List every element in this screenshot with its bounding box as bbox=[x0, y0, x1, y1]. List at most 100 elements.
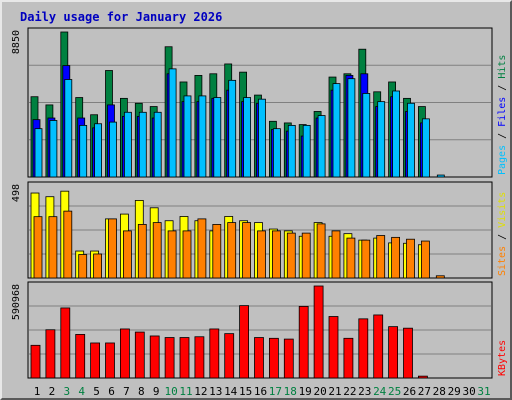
bar-kbytes-day-11 bbox=[179, 337, 190, 379]
bar-sites-day-25 bbox=[391, 236, 401, 279]
x-tick-day-19: 19 bbox=[299, 385, 312, 398]
x-tick-day-27: 27 bbox=[418, 385, 431, 398]
bar-kbytes-day-17 bbox=[268, 337, 279, 379]
bar-pages-day-14 bbox=[228, 79, 237, 178]
x-tick-day-2: 2 bbox=[49, 385, 56, 398]
x-tick-day-31: 31 bbox=[477, 385, 490, 398]
side-label-hits: Hits bbox=[497, 55, 508, 79]
bar-pages-day-18 bbox=[287, 124, 296, 178]
x-tick-day-23: 23 bbox=[358, 385, 371, 398]
bar-kbytes-day-20 bbox=[313, 285, 324, 379]
bar-sites-day-23 bbox=[361, 239, 371, 279]
bar-sites-day-12 bbox=[197, 218, 207, 279]
bar-sites-day-1 bbox=[33, 216, 43, 279]
x-tick-day-5: 5 bbox=[93, 385, 100, 398]
side-label-files: Files bbox=[497, 97, 508, 127]
side-label-kbytes: KBytes bbox=[497, 340, 508, 376]
x-tick-day-12: 12 bbox=[194, 385, 207, 398]
bar-pages-day-25 bbox=[392, 90, 401, 178]
bar-kbytes-day-25 bbox=[388, 326, 399, 379]
side-labels-hits-files-pages: Pages / Files / Hits bbox=[497, 55, 508, 175]
x-tick-day-29: 29 bbox=[448, 385, 461, 398]
bar-kbytes-day-14 bbox=[224, 333, 235, 379]
x-tick-day-28: 28 bbox=[433, 385, 446, 398]
bar-pages-day-9 bbox=[153, 111, 162, 178]
x-tick-day-21: 21 bbox=[328, 385, 341, 398]
x-tick-day-26: 26 bbox=[403, 385, 416, 398]
bar-kbytes-day-16 bbox=[254, 337, 264, 379]
bar-sites-day-22 bbox=[346, 237, 356, 279]
bar-sites-day-18 bbox=[286, 232, 296, 279]
bar-kbytes-day-3 bbox=[60, 307, 71, 379]
bar-pages-day-6 bbox=[109, 121, 117, 178]
bar-kbytes-day-23 bbox=[358, 318, 369, 379]
bar-sites-day-9 bbox=[152, 222, 162, 279]
max-label-sites-visits: 498 bbox=[11, 184, 22, 202]
max-label-hits-files-pages: 8850 bbox=[11, 30, 22, 54]
x-tick-day-17: 17 bbox=[269, 385, 282, 398]
side-label-visits: Visits bbox=[497, 192, 508, 228]
bar-kbytes-day-7 bbox=[120, 328, 130, 379]
bar-sites-day-27 bbox=[420, 240, 430, 279]
bar-pages-day-7 bbox=[124, 111, 132, 178]
bar-kbytes-day-10 bbox=[164, 337, 175, 379]
bar-sites-day-21 bbox=[331, 230, 341, 279]
x-tick-day-6: 6 bbox=[108, 385, 115, 398]
bar-pages-day-16 bbox=[258, 98, 266, 178]
bar-pages-day-2 bbox=[49, 120, 58, 178]
x-tick-day-16: 16 bbox=[254, 385, 267, 398]
bar-sites-day-10 bbox=[167, 230, 177, 279]
x-tick-day-3: 3 bbox=[63, 385, 70, 398]
side-label-separator: / bbox=[497, 228, 508, 246]
bar-sites-day-6 bbox=[108, 218, 117, 279]
bar-kbytes-day-19 bbox=[298, 305, 309, 379]
bar-kbytes-day-1 bbox=[30, 344, 41, 379]
bar-pages-day-28 bbox=[436, 174, 445, 178]
bar-sites-day-4 bbox=[78, 254, 88, 279]
side-labels-kbytes: KBytes bbox=[497, 340, 508, 376]
bar-pages-day-24 bbox=[377, 101, 386, 178]
x-tick-day-1: 1 bbox=[34, 385, 41, 398]
x-tick-day-9: 9 bbox=[153, 385, 160, 398]
bar-sites-day-24 bbox=[376, 235, 386, 279]
bar-kbytes-day-22 bbox=[343, 337, 354, 379]
bar-pages-day-5 bbox=[94, 123, 102, 178]
x-tick-day-24: 24 bbox=[373, 385, 387, 398]
bar-sites-day-20 bbox=[316, 223, 326, 279]
bar-kbytes-day-21 bbox=[328, 316, 339, 379]
x-tick-day-10: 10 bbox=[164, 385, 177, 398]
bar-kbytes-day-27 bbox=[417, 375, 428, 379]
bar-pages-day-11 bbox=[183, 95, 192, 178]
bar-kbytes-day-26 bbox=[403, 327, 413, 379]
bar-sites-day-14 bbox=[227, 222, 237, 279]
bar-sites-day-28 bbox=[435, 275, 445, 279]
bar-pages-day-17 bbox=[272, 128, 281, 178]
bar-sites-day-7 bbox=[123, 230, 132, 279]
bar-kbytes-day-15 bbox=[239, 305, 250, 379]
x-tick-day-30: 30 bbox=[462, 385, 475, 398]
bar-kbytes-day-2 bbox=[45, 329, 56, 379]
x-tick-day-7: 7 bbox=[123, 385, 130, 398]
bar-kbytes-day-8 bbox=[134, 331, 145, 379]
bar-sites-day-13 bbox=[212, 224, 222, 279]
bar-pages-day-27 bbox=[421, 118, 430, 178]
bar-pages-day-10 bbox=[168, 68, 177, 178]
chart-title: Daily usage for January 2026 bbox=[20, 10, 223, 24]
bar-pages-day-12 bbox=[198, 95, 207, 178]
bar-sites-day-2 bbox=[48, 216, 58, 279]
side-label-separator: / bbox=[497, 79, 508, 97]
bar-pages-day-4 bbox=[79, 124, 88, 178]
bar-sites-day-19 bbox=[301, 232, 311, 279]
bar-sites-day-16 bbox=[257, 230, 266, 279]
bar-pages-day-20 bbox=[317, 115, 326, 178]
side-label-sites: Sites bbox=[497, 246, 508, 276]
side-labels-sites-visits: Sites / Visits bbox=[497, 192, 508, 276]
bar-pages-day-8 bbox=[138, 111, 147, 178]
x-tick-day-14: 14 bbox=[224, 385, 238, 398]
x-tick-day-25: 25 bbox=[388, 385, 401, 398]
bar-pages-day-15 bbox=[243, 97, 252, 178]
x-tick-day-8: 8 bbox=[138, 385, 145, 398]
bar-kbytes-day-6 bbox=[105, 342, 115, 379]
x-tick-day-13: 13 bbox=[209, 385, 222, 398]
bar-kbytes-day-18 bbox=[283, 338, 294, 379]
